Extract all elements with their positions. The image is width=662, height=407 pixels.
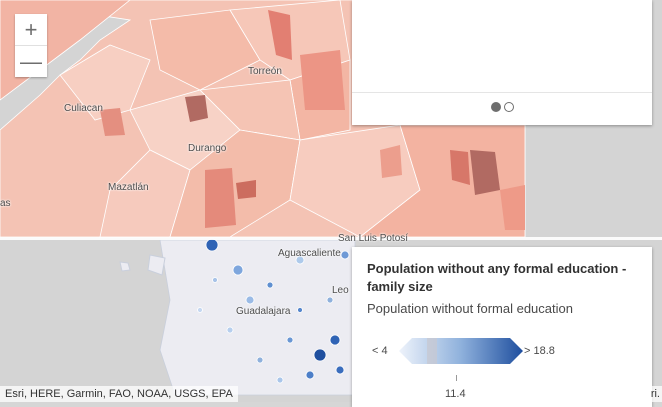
city-label-guadalajara: Guadalajara — [236, 306, 291, 317]
legend-low-label: < 4 — [372, 345, 388, 357]
map-attribution-end: ri. — [648, 386, 662, 402]
zoom-control: + — — [15, 14, 47, 77]
legend-mid-tick — [456, 375, 457, 381]
legend-panel: Population without any formal education … — [352, 247, 652, 407]
legend-title: Population without any formal education … — [367, 261, 627, 294]
city-label-culiacan: Culiacan — [64, 103, 103, 114]
info-carousel — [352, 0, 652, 125]
city-label-aguascalientes: Aguascaliente — [278, 248, 341, 259]
swipe-divider[interactable] — [0, 237, 662, 240]
bubble-layer — [119, 238, 356, 396]
map-attribution: Esri, HERE, Garmin, FAO, NOAA, USGS, EPA — [0, 386, 238, 402]
zoom-out-button[interactable]: — — [15, 45, 47, 77]
city-label-leon: Leo — [332, 285, 349, 296]
legend-mid-label: 11.4 — [445, 388, 466, 400]
city-label-mazatlan: Mazatlán — [108, 182, 149, 193]
city-label-durango: Durango — [188, 143, 227, 154]
zoom-in-button[interactable]: + — [24, 16, 38, 42]
legend-color-ramp — [399, 338, 523, 364]
city-label-san-luis-potosi: San Luis Potosí — [338, 233, 409, 244]
city-label-partial: as — [0, 198, 11, 209]
carousel-dot-1[interactable] — [490, 102, 501, 112]
city-label-torreon: Torreón — [248, 66, 282, 77]
carousel-pagination — [352, 102, 652, 112]
legend-high-label: > 18.8 — [524, 345, 555, 357]
carousel-divider — [352, 92, 652, 93]
legend-subtitle: Population without formal education — [367, 301, 573, 316]
carousel-dot-2[interactable] — [503, 102, 514, 112]
